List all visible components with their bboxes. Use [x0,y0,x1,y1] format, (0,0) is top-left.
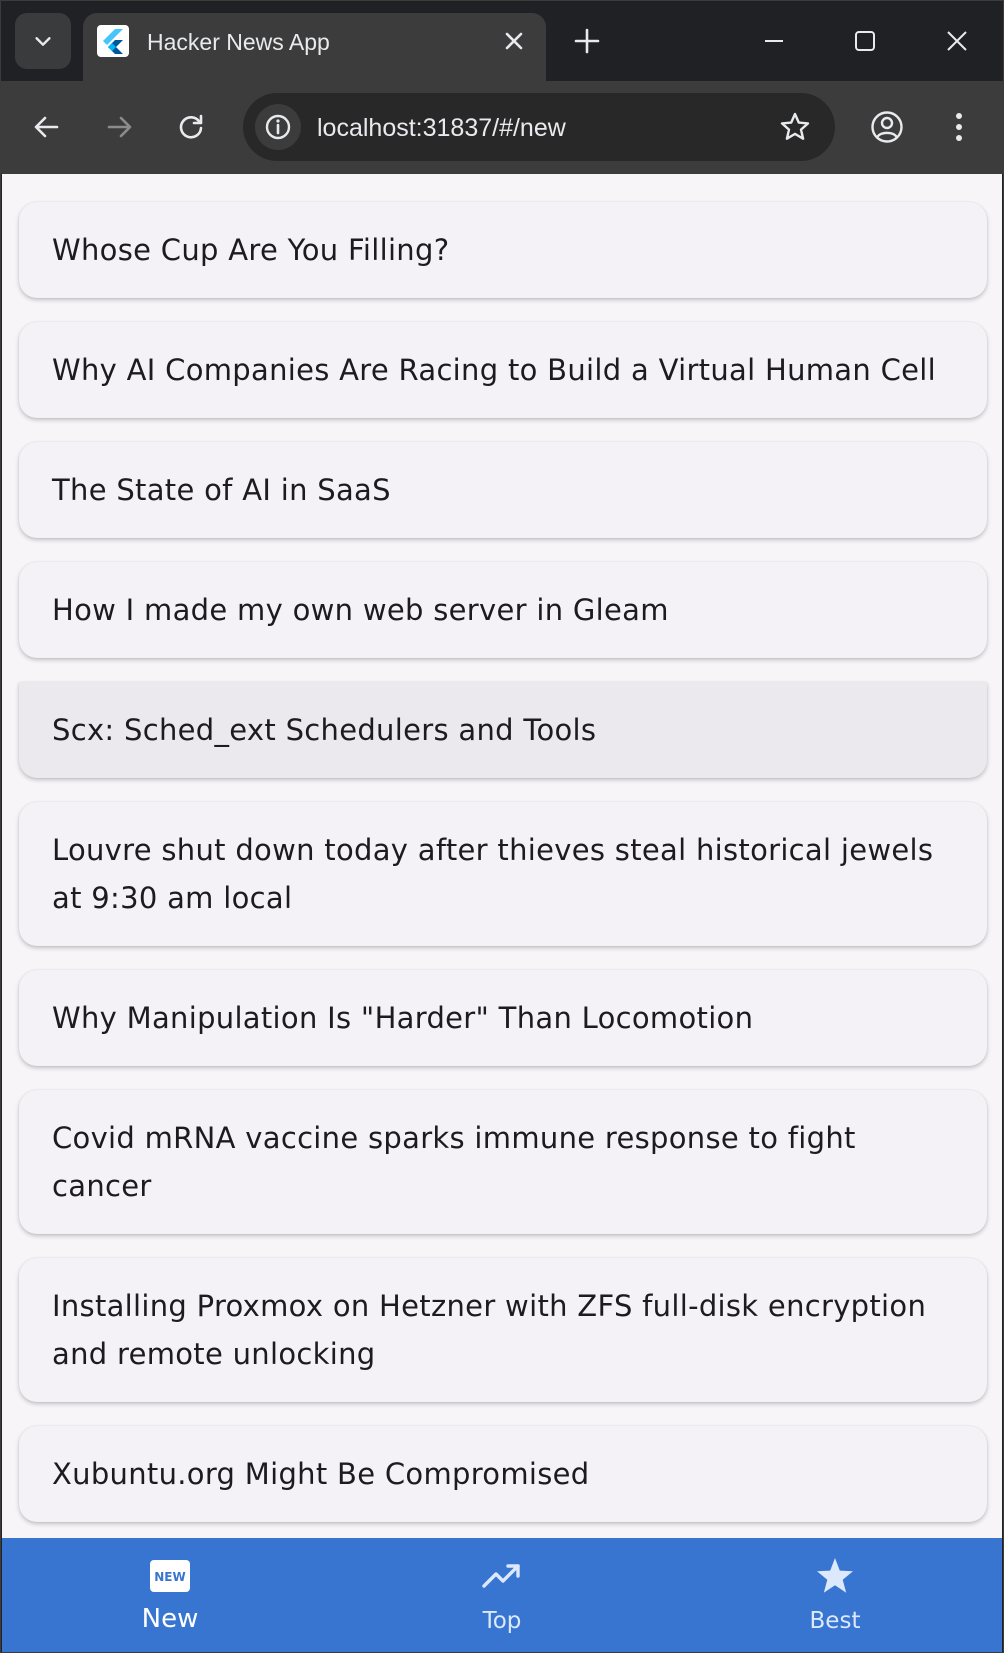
story-card[interactable]: The State of AI in SaaS [19,442,987,538]
story-card[interactable]: Why AI Companies Are Racing to Build a V… [19,322,987,418]
tab-title: Hacker News App [147,29,330,55]
chevron-down-icon [35,37,51,46]
bookmark-button[interactable] [775,107,815,147]
menu-button[interactable] [935,103,983,151]
nav-item-best[interactable]: Best [735,1538,935,1652]
address-bar[interactable]: localhost:31837/#/new [243,93,835,161]
profile-button[interactable] [863,103,911,151]
nav-label-new: New [141,1604,199,1634]
story-card[interactable]: Louvre shut down today after thieves ste… [19,802,987,946]
reload-icon [179,114,203,139]
more-vertical-icon [956,113,962,141]
minimize-button[interactable] [750,17,798,65]
arrow-left-icon [34,116,59,138]
app-page: Whose Cup Are You Filling? Why AI Compan… [2,174,1002,1652]
svg-text:NEW: NEW [154,1570,185,1584]
tab-search-button[interactable] [15,13,71,69]
close-icon [505,32,523,50]
forward-button[interactable] [95,103,143,151]
story-card[interactable]: Scx: Sched_ext Schedulers and Tools [19,682,987,778]
maximize-button[interactable] [841,17,889,65]
story-card[interactable]: Installing Proxmox on Hetzner with ZFS f… [19,1258,987,1402]
plus-icon [574,28,600,54]
arrow-right-icon [107,116,132,138]
nav-label-top: Top [482,1608,522,1634]
close-icon [947,31,967,51]
story-card[interactable]: Xubuntu.org Might Be Compromised [19,1426,987,1522]
bottom-navigation-bar: NEW New Top Best [2,1538,1002,1652]
story-card[interactable]: How I made my own web server in Gleam [19,562,987,658]
tab-close-button[interactable] [498,25,530,57]
nav-item-top[interactable]: Top [402,1538,602,1652]
reload-button[interactable] [167,103,215,151]
star-icon [815,1556,855,1596]
new-badge-icon: NEW [150,1556,190,1596]
close-window-button[interactable] [933,17,981,65]
new-tab-button[interactable] [567,21,607,61]
account-circle-icon [871,111,903,143]
browser-toolbar: localhost:31837/#/new [1,81,1003,174]
story-card[interactable]: Whose Cup Are You Filling? [19,202,987,298]
url-text[interactable]: localhost:31837/#/new [317,114,566,142]
story-card[interactable]: Why Manipulation Is "Harder" Than Locomo… [19,970,987,1066]
trending-up-icon [482,1556,522,1596]
flutter-favicon-icon [97,25,129,57]
browser-tab[interactable]: Hacker News App [83,13,546,81]
site-info-button[interactable] [255,104,301,150]
maximize-icon [855,31,875,51]
story-card[interactable]: Covid mRNA vaccine sparks immune respons… [19,1090,987,1234]
back-button[interactable] [23,103,71,151]
info-icon [265,114,291,140]
nav-label-best: Best [809,1608,861,1634]
nav-item-new[interactable]: NEW New [70,1538,270,1652]
star-outline-icon [780,112,810,140]
story-list: Whose Cup Are You Filling? Why AI Compan… [19,202,987,1618]
tab-strip: Hacker News App [1,1,1003,81]
minimize-icon [765,40,783,42]
